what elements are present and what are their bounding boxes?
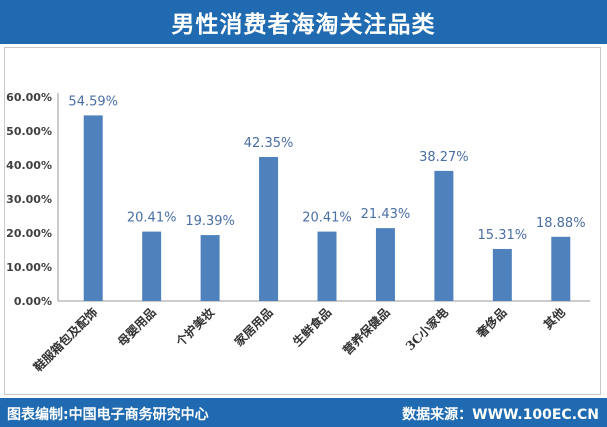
- data-label: 54.59%: [68, 94, 118, 109]
- bar: [83, 115, 103, 301]
- data-label: 38.27%: [419, 150, 469, 165]
- y-tick-label: 0.00%: [14, 295, 52, 308]
- bar: [142, 231, 162, 301]
- bar: [200, 235, 220, 301]
- data-label: 20.41%: [127, 211, 177, 226]
- data-source-text: 数据来源：WWW.100EC.CN: [402, 407, 599, 423]
- category-label: 奢侈品: [473, 305, 510, 342]
- bar: [551, 236, 571, 301]
- y-tick-label: 10.00%: [6, 261, 52, 274]
- chart-title: 男性消费者海淘关注品类: [171, 12, 436, 38]
- category-label: 生鲜食品: [290, 305, 335, 350]
- category-label: 其他: [540, 305, 568, 333]
- data-label: 42.35%: [244, 136, 294, 151]
- category-label: 营养保健品: [340, 305, 393, 358]
- chart-header: 男性消费者海淘关注品类: [0, 0, 607, 44]
- category-label: 鞋服箱包及配饰: [30, 305, 100, 375]
- compiled-by-text: 图表编制:中国电子商务研究中心: [7, 407, 209, 423]
- y-tick-label: 20.00%: [6, 227, 52, 240]
- category-label: 个护美妆: [172, 305, 217, 350]
- footer-bar: 图表编制:中国电子商务研究中心 数据来源：WWW.100EC.CN: [0, 398, 607, 427]
- bar: [492, 248, 512, 301]
- category-label: 母婴用品: [115, 305, 159, 349]
- y-tick-label: 60.00%: [6, 91, 52, 104]
- data-label: 21.43%: [361, 207, 411, 222]
- chart-frame: [4, 47, 601, 395]
- bar: [434, 170, 454, 301]
- data-label: 19.39%: [185, 214, 235, 229]
- y-tick-label: 40.00%: [6, 159, 52, 172]
- y-tick-label: 30.00%: [6, 193, 52, 206]
- data-label: 18.88%: [536, 216, 586, 231]
- y-tick-label: 50.00%: [6, 125, 52, 138]
- bar: [259, 157, 279, 301]
- bar: [375, 228, 395, 301]
- data-label: 15.31%: [478, 228, 528, 243]
- bar: [317, 231, 337, 301]
- category-label: 3C小家电: [402, 305, 451, 354]
- category-label: 家居用品: [231, 305, 276, 350]
- data-label: 20.41%: [302, 211, 352, 226]
